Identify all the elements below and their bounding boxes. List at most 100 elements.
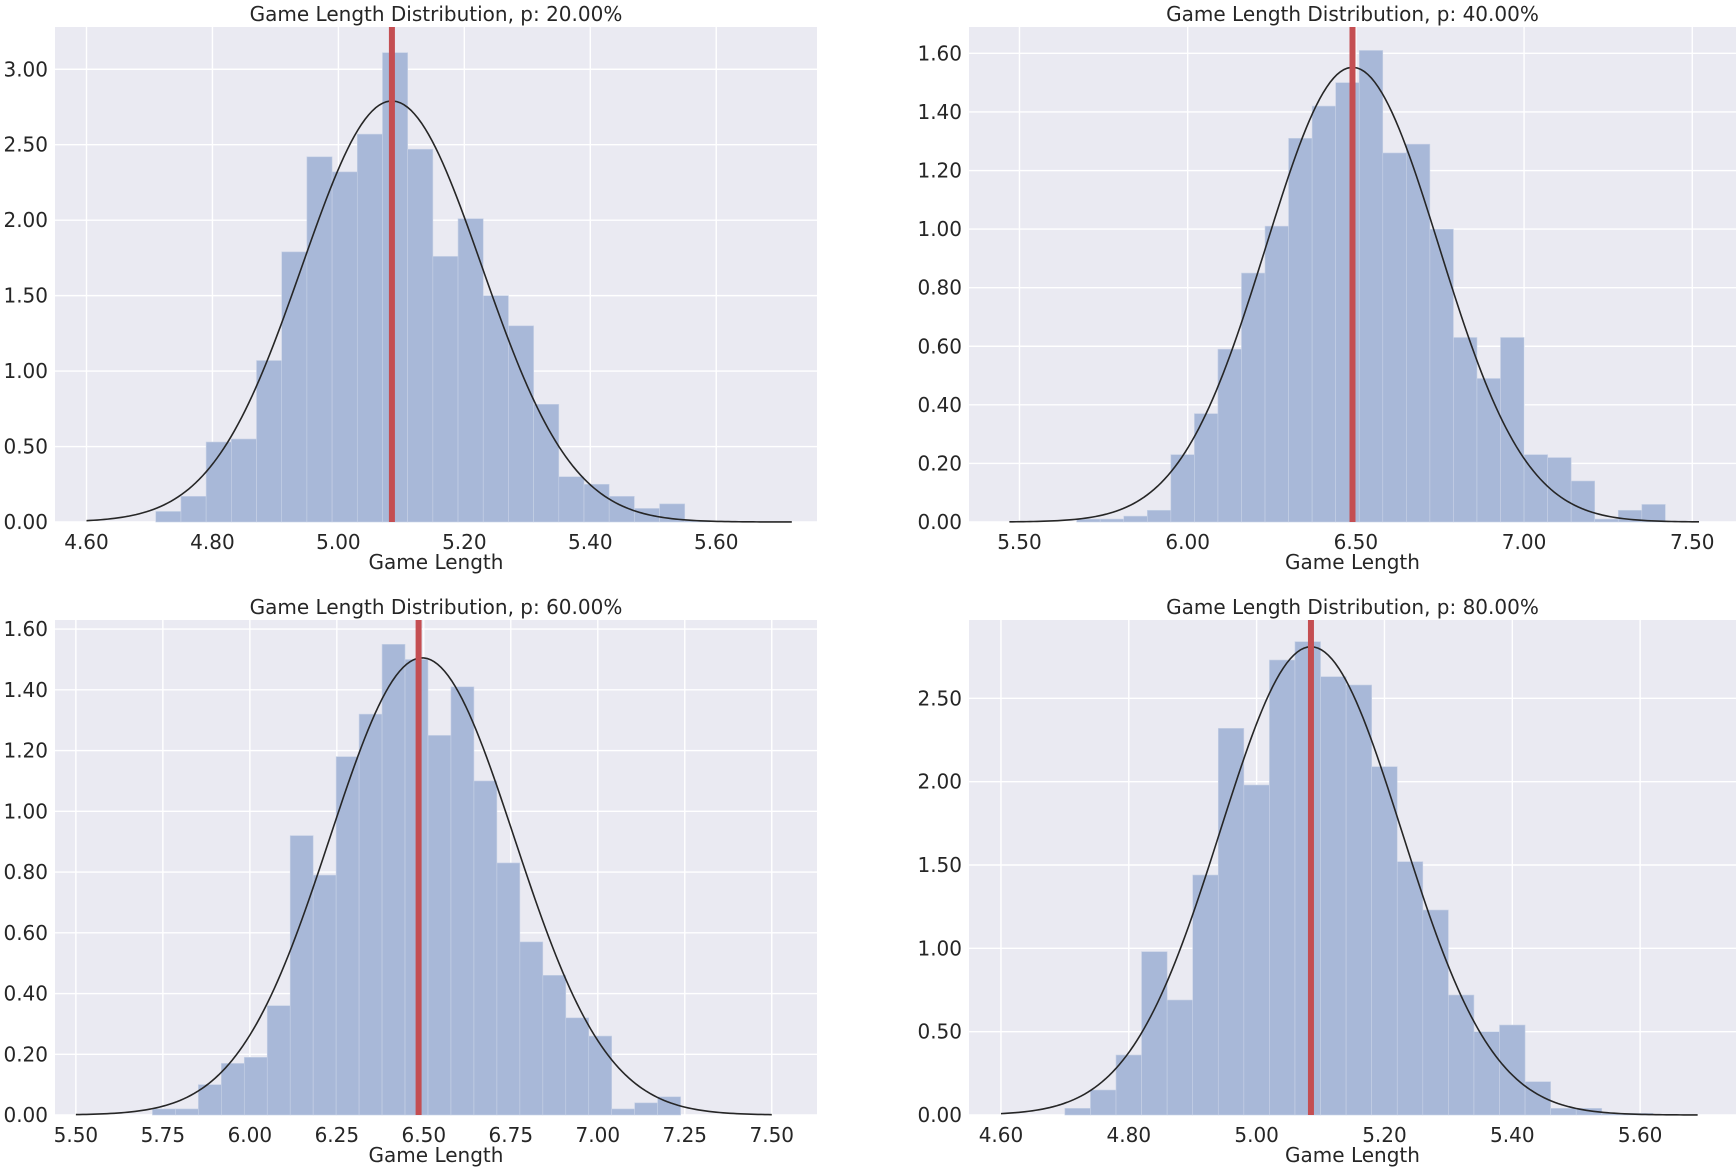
histogram-bar [1641, 504, 1666, 523]
histogram-bar [542, 975, 567, 1116]
y-tick-label: 0.20 [3, 1042, 48, 1066]
y-tick-label: 1.00 [3, 799, 48, 823]
histogram-bar [1090, 1089, 1117, 1116]
histogram-bar [1371, 766, 1398, 1116]
y-tick-label: 1.50 [917, 853, 962, 877]
y-tick-label: 1.60 [917, 41, 962, 65]
x-tick-label: 6.00 [228, 1123, 273, 1147]
x-tick-label: 4.80 [190, 530, 235, 554]
histogram-bar [432, 256, 459, 523]
histogram-bar [205, 441, 232, 523]
chart-title: Game Length Distribution, p: 40.00% [1166, 2, 1539, 26]
normal-fit-curve [75, 657, 772, 1116]
y-tick-label: 0.20 [917, 451, 962, 475]
histogram-bar [289, 835, 314, 1116]
y-tick-label: 0.80 [3, 860, 48, 884]
histogram-bar [256, 360, 283, 523]
histogram-bar [1166, 999, 1194, 1116]
chart-title: Game Length Distribution, p: 20.00% [250, 2, 623, 26]
x-tick-label: 7.50 [1670, 530, 1715, 554]
histogram-bars [152, 643, 681, 1116]
normal-fit-curve [1000, 645, 1698, 1116]
histogram-bar [508, 325, 534, 523]
histogram-bar [1115, 1054, 1142, 1116]
y-tick-label: 0.60 [3, 921, 48, 945]
y-tick-label: 0.50 [3, 435, 48, 459]
histogram-bar [1500, 337, 1525, 523]
histogram-bars [1076, 50, 1666, 523]
histogram-bar [407, 148, 434, 523]
histogram-bar [1345, 684, 1372, 1116]
y-tick-label: 2.50 [3, 133, 48, 157]
subplot-p80: 4.60 4.80 5.00 5.20 5.40 5.60 0.00 0.50 1.00 1.5… [917, 595, 1736, 1167]
y-tick-label: 1.20 [917, 159, 962, 183]
histogram-bar [1141, 951, 1168, 1116]
y-tick-label: 1.20 [3, 739, 48, 763]
normal-fit-curve-path [1000, 645, 1698, 1116]
y-tick-label: 0.40 [3, 982, 48, 1006]
x-tick-label: 5.40 [1490, 1123, 1535, 1147]
y-tick-label: 0.00 [917, 1103, 962, 1127]
y-tick-label: 1.00 [3, 359, 48, 383]
histogram-bar [1358, 50, 1384, 523]
histogram-bar [565, 1017, 590, 1116]
y-tick-label: 0.60 [917, 334, 962, 358]
y-tick-label: 0.00 [3, 1103, 48, 1127]
histogram-bar [1192, 874, 1219, 1116]
y-tick-label: 3.00 [3, 57, 48, 81]
chart-title: Game Length Distribution, p: 60.00% [250, 595, 623, 619]
y-tick-label: 1.50 [3, 284, 48, 308]
y-tick-labels: 0.00 0.50 1.00 1.50 2.00 2.50 [917, 686, 962, 1127]
histogram-bar [221, 1063, 245, 1116]
histogram-bar [457, 218, 484, 523]
histogram-bar [1064, 1108, 1091, 1116]
histogram-bar [588, 1035, 613, 1116]
histogram-bar [281, 251, 308, 523]
x-tick-label: 4.80 [1107, 1123, 1152, 1147]
histogram-bar [519, 941, 544, 1116]
x-axis-label: Game Length [1285, 1143, 1420, 1167]
histogram-bar [1453, 337, 1478, 523]
x-tick-labels: 4.60 4.80 5.00 5.20 5.40 5.60 [64, 530, 738, 554]
x-tick-label: 5.75 [141, 1123, 186, 1147]
x-tick-label: 6.75 [489, 1123, 534, 1147]
x-tick-labels: 5.50 5.75 6.00 6.25 6.50 6.75 7.00 7.25 7.50 [54, 1123, 794, 1147]
histogram-bar [1311, 105, 1336, 523]
histogram-bar [231, 438, 257, 523]
x-tick-label: 5.00 [1234, 1123, 1279, 1147]
histogram-bar [1320, 676, 1347, 1116]
histogram-bar [358, 713, 383, 1116]
x-tick-label: 5.20 [1362, 1123, 1407, 1147]
chart-title: Game Length Distribution, p: 80.00% [1166, 595, 1539, 619]
histogram-bar [180, 496, 207, 523]
histogram-bar [1288, 138, 1313, 523]
y-tick-label: 2.00 [3, 208, 48, 232]
histogram-bar [1264, 225, 1289, 523]
histogram-bar [1099, 518, 1125, 523]
histogram-bar [1396, 861, 1424, 1116]
x-tick-label: 6.50 [1334, 530, 1379, 554]
normal-fit-curve-path [86, 100, 792, 523]
histogram-bar [1294, 641, 1321, 1116]
histogram-bar [306, 156, 333, 523]
y-tick-label: 1.60 [3, 617, 48, 641]
histogram-bar [312, 874, 337, 1116]
y-tick-label: 2.00 [917, 770, 962, 794]
y-tick-label: 1.40 [3, 678, 48, 702]
y-tick-label: 0.00 [3, 510, 48, 534]
histogram-bar [331, 171, 358, 523]
x-tick-label: 6.00 [1165, 530, 1210, 554]
histogram-bar [1499, 1024, 1526, 1116]
histogram-bar [427, 735, 452, 1116]
x-tick-label: 5.40 [568, 530, 613, 554]
histogram-bar [450, 686, 475, 1116]
x-tick-label: 7.00 [1502, 530, 1547, 554]
x-tick-label: 4.60 [64, 530, 109, 554]
histogram-bar [155, 511, 182, 523]
x-tick-label: 4.60 [979, 1123, 1024, 1147]
x-tick-labels: 4.60 4.80 5.00 5.20 5.40 5.60 [979, 1123, 1663, 1147]
histogram-bar [266, 1005, 291, 1116]
histogram-bar [1123, 515, 1148, 523]
x-tick-label: 5.60 [1618, 1123, 1663, 1147]
histogram-bar [1473, 1031, 1500, 1116]
